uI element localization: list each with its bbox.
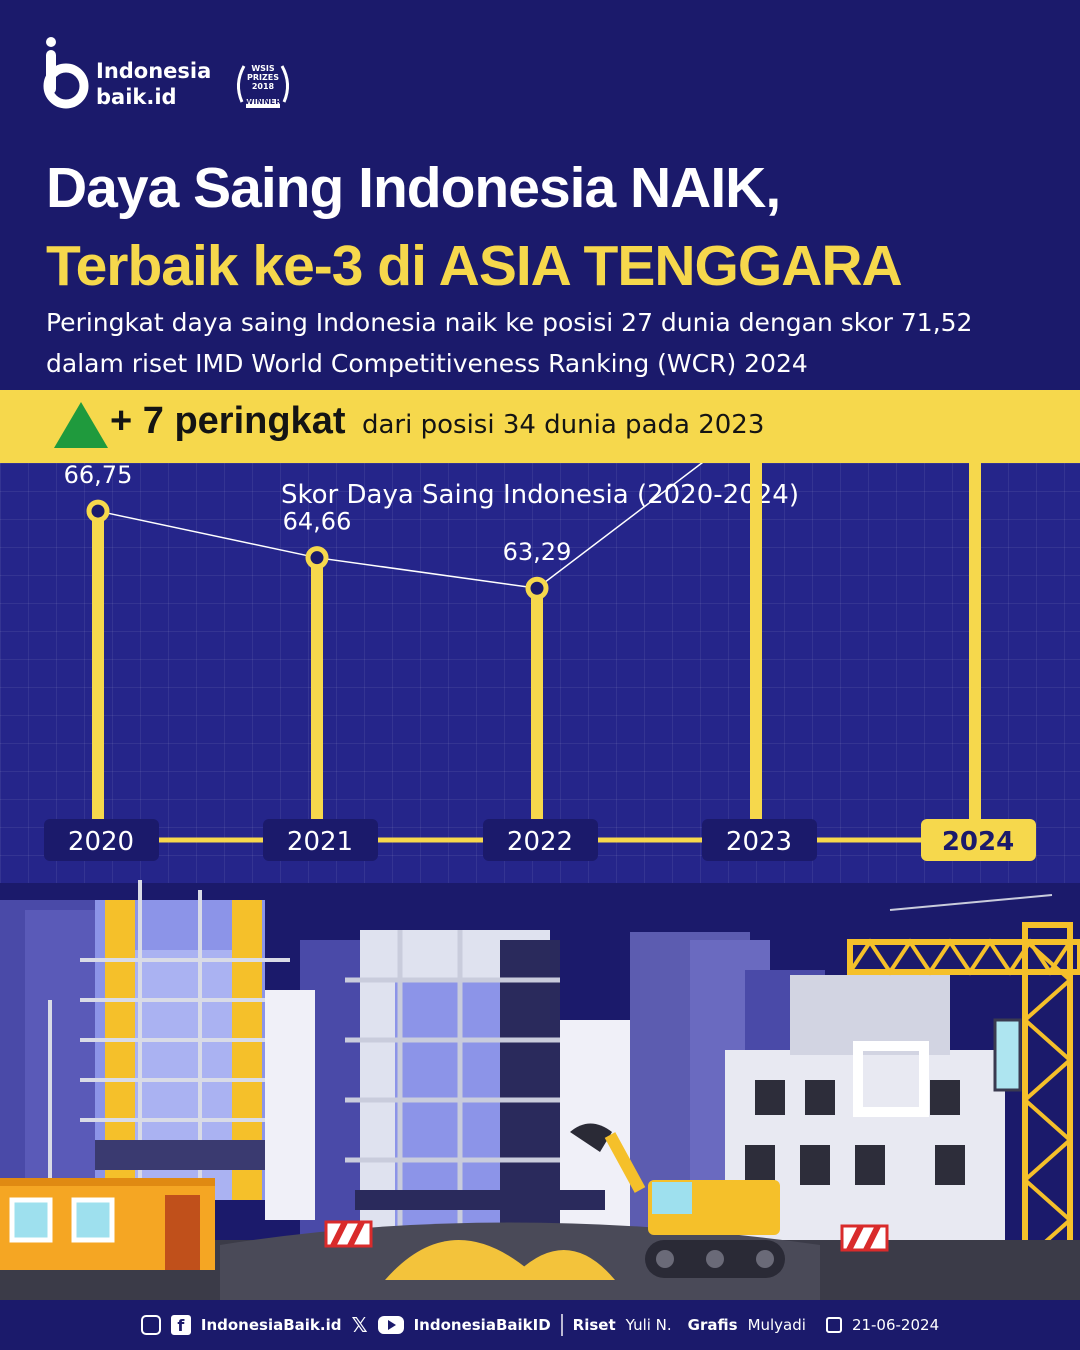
- year-tick-label: 2024: [942, 827, 1014, 857]
- badge-line4: WINNER: [244, 97, 282, 106]
- badge-line1: WSIS: [251, 64, 275, 73]
- data-point: [305, 546, 329, 570]
- chart-title: Skor Daya Saing Indonesia (2020-2024): [281, 480, 799, 510]
- highlight-band: + 7 peringkat dari posisi 34 dunia pada …: [0, 390, 1080, 463]
- year-box: [483, 819, 598, 861]
- sand-piles: [385, 1240, 615, 1280]
- data-point: [86, 499, 110, 523]
- year-box: [263, 819, 378, 861]
- series-line: [97, 463, 704, 590]
- footer: f IndonesiaBaik.id 𝕏 IndonesiaBaikID Ris…: [0, 1300, 1080, 1350]
- subtitle: Peringkat daya saing Indonesia naik ke p…: [46, 308, 973, 378]
- grafis-name: Mulyadi: [747, 1316, 806, 1334]
- data-label: 66,75: [64, 463, 133, 489]
- data-label: 63,29: [503, 538, 572, 566]
- wsis-badge: WSIS PRIZES 2018 WINNER: [232, 52, 294, 114]
- barriers: [324, 1220, 889, 1252]
- year-tick-label: 2023: [726, 827, 792, 857]
- brand-logo[interactable]: Indonesia baik.id WSIS PRIZES 2018 WINNE…: [42, 36, 302, 120]
- line-chart: 66,7564,6663,2970,7571,52202020212022202…: [44, 463, 1036, 861]
- up-triangle-icon: [54, 402, 108, 448]
- data-point: [525, 576, 549, 600]
- facebook-icon[interactable]: f: [170, 1315, 191, 1335]
- year-tick-label: 2022: [507, 827, 573, 857]
- laurel-icon: [237, 65, 289, 108]
- headline-line1: Daya Saing Indonesia NAIK,: [46, 156, 781, 220]
- youtube-icon[interactable]: [377, 1316, 404, 1334]
- rank-change: + 7 peringkat: [110, 400, 346, 442]
- headline-line2: Terbaik ke-3 di ASIA TENGGARA: [46, 234, 903, 298]
- badge-text: WSIS PRIZES 2018 WINNER: [232, 64, 294, 106]
- riset-name: Yuli N.: [625, 1316, 672, 1334]
- rank-change-detail: dari posisi 34 dunia pada 2023: [362, 410, 765, 440]
- site-office: [0, 1178, 215, 1270]
- logo-mark-icon: [43, 37, 89, 109]
- year-box: [44, 819, 159, 861]
- calendar-icon: [825, 1317, 842, 1333]
- data-label: 64,66: [283, 508, 352, 536]
- footer-divider: [560, 1314, 563, 1336]
- x-twitter-icon[interactable]: 𝕏: [351, 1313, 368, 1337]
- riset-label: Riset: [572, 1316, 616, 1334]
- brand-line2: baik.id: [96, 85, 177, 109]
- excavator: [570, 1123, 785, 1278]
- year-box: [702, 819, 817, 861]
- construction-illustration: [0, 880, 1080, 1300]
- year-tick-label: 2021: [287, 827, 353, 857]
- brand-name: Indonesia baik.id: [96, 58, 211, 110]
- right-building: [725, 975, 1005, 1270]
- footer-social-handle-2[interactable]: IndonesiaBaikID: [413, 1316, 551, 1334]
- left-scaffold-building: [48, 880, 315, 1220]
- center-building: [345, 930, 630, 1260]
- footer-social-handle-1[interactable]: IndonesiaBaik.id: [200, 1316, 342, 1334]
- brand-line1: Indonesia: [96, 59, 212, 83]
- badge-line2: PRIZES: [246, 73, 280, 82]
- badge-line3: 2018: [251, 82, 275, 91]
- grafis-label: Grafis: [687, 1316, 738, 1334]
- instagram-icon[interactable]: [140, 1315, 161, 1335]
- year-tick-label: 2020: [68, 827, 134, 857]
- year-box: [921, 819, 1036, 861]
- publish-date: 21-06-2024: [851, 1316, 940, 1334]
